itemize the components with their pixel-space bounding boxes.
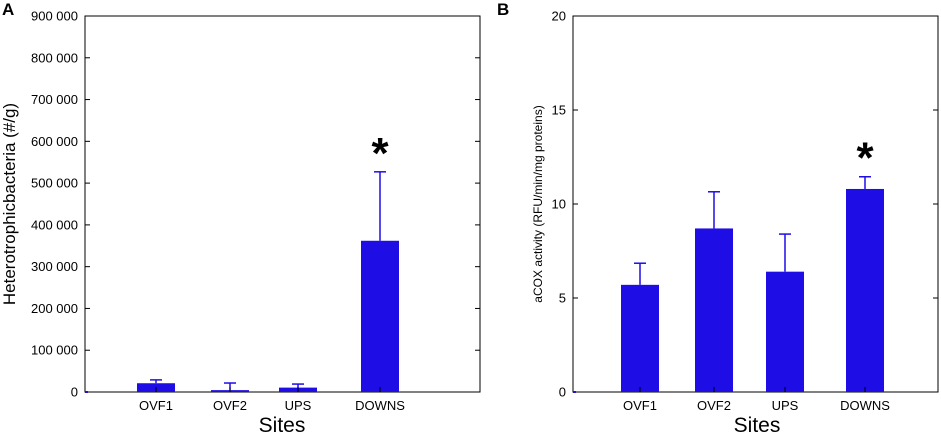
panel-b-category-label: DOWNS	[840, 398, 890, 413]
panel-a-label: A	[2, 0, 14, 19]
panel-b-y-tick-label: 0	[559, 385, 566, 400]
panel-b: B aCOX activity (RFU/min/mg proteins) Si…	[497, 0, 939, 437]
panel-b-bar-ups	[766, 271, 804, 392]
panel-b-bar-ovf1	[621, 284, 659, 392]
panel-b-category-label: OVF1	[623, 398, 657, 413]
panel-b-y-tick-label: 20	[552, 9, 566, 24]
panel-a-x-axis-label: Sites	[259, 414, 306, 437]
panel-a-plot-frame	[84, 15, 481, 393]
panel-a-y-tick-label: 0	[71, 385, 78, 400]
panel-a-category-label: OVF1	[139, 398, 173, 413]
panel-b-x-axis-label: Sites	[734, 414, 781, 437]
panel-a-y-tick-label: 900 000	[31, 9, 78, 24]
panel-a-y-axis-label: Heterotrophicbacteria (#/g)	[0, 103, 19, 305]
panel-a: A Heterotrophicbacteria (#/g) Sites 0 100…	[0, 0, 481, 437]
panel-a-y-tick-label: 400 000	[31, 217, 78, 232]
panel-a-y-tick-label: 800 000	[31, 50, 78, 65]
panel-b-y-tick-label: 5	[559, 291, 566, 306]
panel-a-y-tick-label: 100 000	[31, 343, 78, 358]
panel-a-significance-star: *	[371, 129, 389, 178]
panel-b-category-label: UPS	[772, 398, 799, 413]
panel-b-y-axis-label: aCOX activity (RFU/min/mg proteins)	[531, 105, 545, 302]
panel-a-category-label: DOWNS	[355, 398, 405, 413]
panel-a-y-tick-label: 300 000	[31, 259, 78, 274]
panel-b-bar-downs	[846, 188, 884, 392]
panel-a-y-tick-label: 600 000	[31, 134, 78, 149]
panel-b-y-tick-label: 10	[552, 197, 566, 212]
panel-b-label: B	[497, 0, 509, 19]
panel-a-category-label: UPS	[285, 398, 312, 413]
panel-a-category-label: OVF2	[213, 398, 247, 413]
panel-a-y-tick-label: 700 000	[31, 92, 78, 107]
panel-a-y-tick-label: 200 000	[31, 301, 78, 316]
panel-b-significance-star: *	[856, 134, 874, 183]
panel-b-y-tick-label: 15	[552, 103, 566, 118]
panel-a-y-tick-label: 500 000	[31, 176, 78, 191]
panel-a-bar-downs	[361, 240, 399, 392]
panel-b-bar-ovf2	[695, 228, 733, 392]
panel-b-category-label: OVF2	[697, 398, 731, 413]
